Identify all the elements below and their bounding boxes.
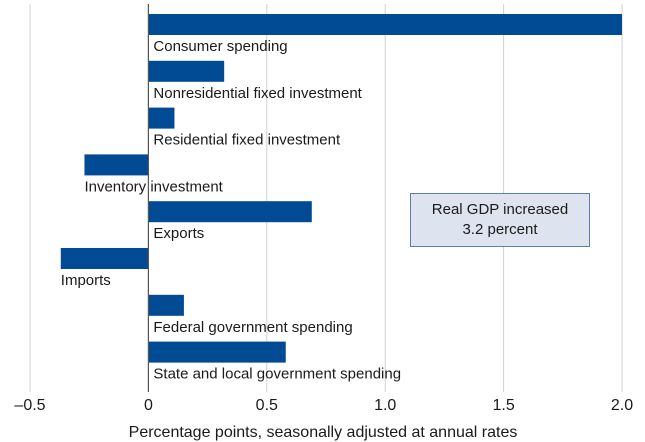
bar xyxy=(148,341,286,363)
bar xyxy=(148,60,225,82)
bar xyxy=(60,248,149,269)
x-tick-label: 1.5 xyxy=(492,397,514,414)
category-labels: Consumer spending Nonresidential fixed in… xyxy=(61,38,401,383)
bars xyxy=(60,14,622,363)
x-axis-label: Percentage points, seasonally adjusted a… xyxy=(129,424,518,441)
bar xyxy=(84,154,149,176)
x-tick-label: 0 xyxy=(144,397,153,414)
category-label: Nonresidential fixed investment xyxy=(153,85,362,102)
category-label: Residential fixed investment xyxy=(153,132,341,149)
bar xyxy=(148,107,175,129)
x-tick-label: 2.0 xyxy=(611,397,633,414)
category-label: Exports xyxy=(153,225,204,242)
category-label: Federal government spending xyxy=(153,319,352,336)
x-tick-label: 0.5 xyxy=(256,397,278,414)
x-tick-labels: –0.5 0 0.5 1.0 1.5 2.0 xyxy=(14,397,633,414)
category-label: State and local government spending xyxy=(153,366,401,383)
x-tick-label: –0.5 xyxy=(14,397,45,414)
gridlines xyxy=(29,4,623,392)
category-label: Imports xyxy=(61,272,111,289)
annotation-line-2: 3.2 percent xyxy=(462,221,538,238)
annotation-line-1: Real GDP increased xyxy=(431,201,569,218)
bar xyxy=(148,201,312,223)
x-tick-label: 1.0 xyxy=(374,397,396,414)
bar xyxy=(148,294,184,316)
bar xyxy=(148,14,622,35)
category-label: Inventory investment xyxy=(84,178,223,195)
gdp-annotation-box: Real GDP increased 3.2 percent xyxy=(410,193,590,247)
category-label: Consumer spending xyxy=(153,38,287,55)
